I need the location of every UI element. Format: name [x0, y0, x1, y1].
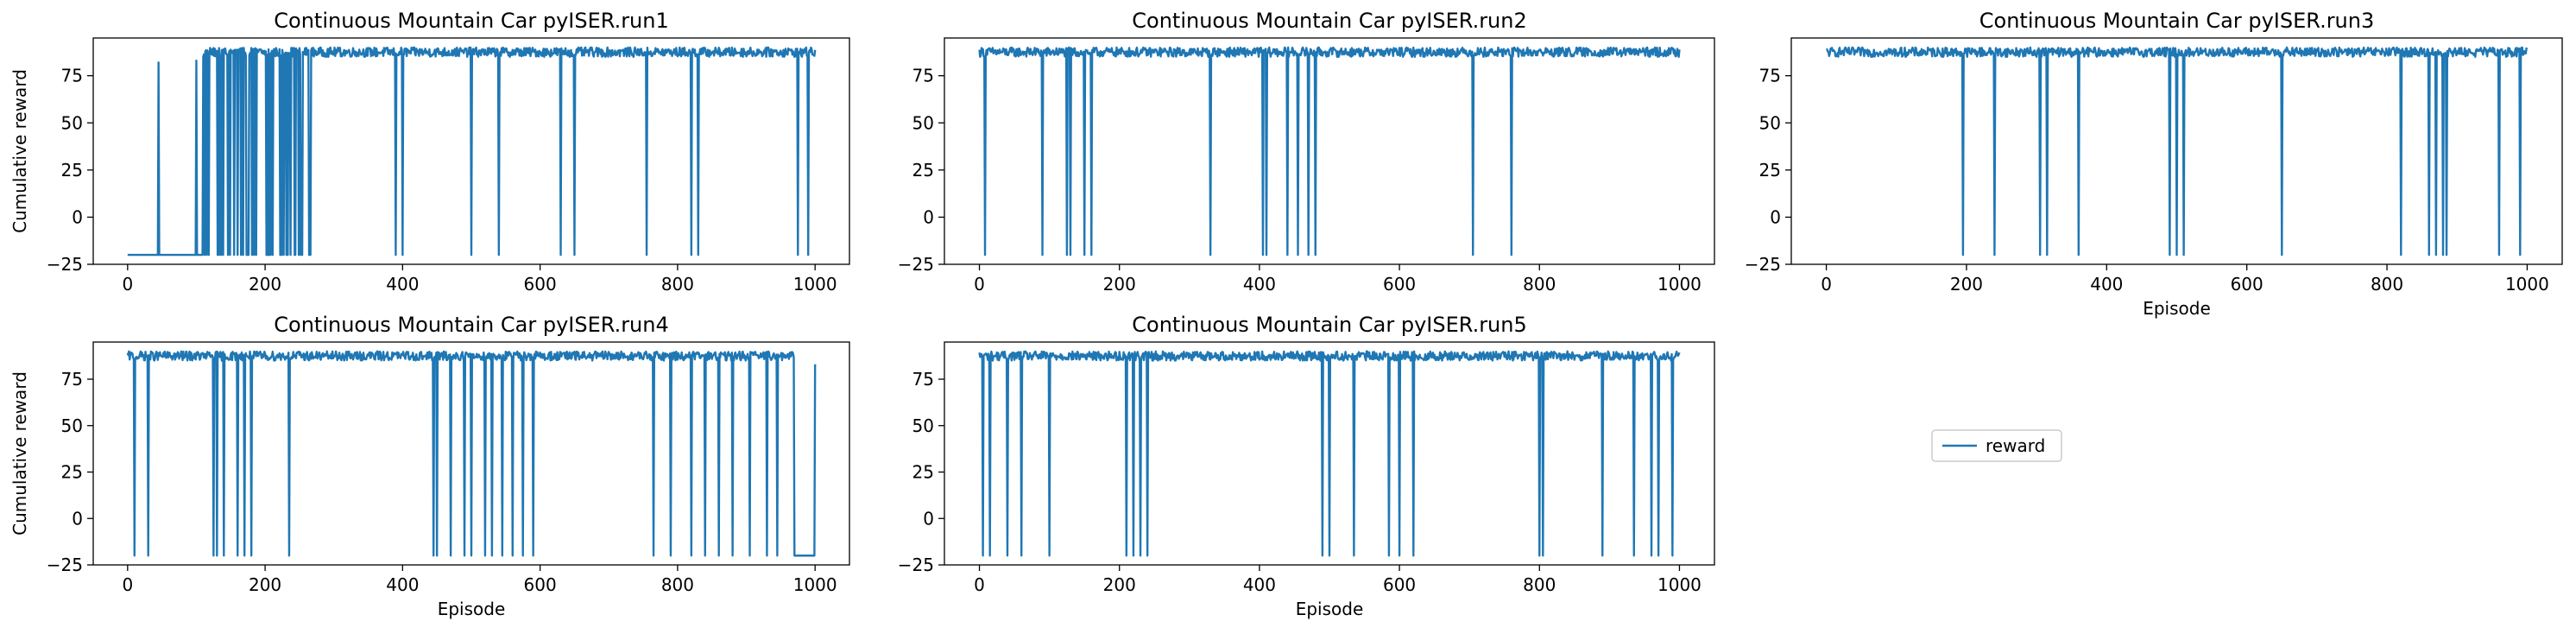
x-tick-label: 800: [661, 574, 694, 595]
x-axis-label: Episode: [1296, 599, 1364, 619]
x-tick-label: 800: [2371, 274, 2403, 295]
x-tick-label: 600: [1383, 274, 1416, 295]
x-tick-label: 1000: [1657, 274, 1702, 295]
x-tick-label: 800: [661, 274, 694, 295]
x-tick-label: 1000: [793, 274, 837, 295]
x-tick-label: 0: [974, 574, 985, 595]
y-tick-label: 0: [72, 206, 83, 227]
y-tick-label: 75: [61, 369, 83, 390]
x-tick-label: 400: [386, 574, 419, 595]
y-tick-label: 50: [61, 415, 83, 436]
legend-label: reward: [1986, 435, 2045, 456]
y-tick-label: −25: [898, 555, 934, 575]
x-tick-label: 600: [524, 274, 557, 295]
axes-frame: [944, 37, 1715, 265]
axes-frame: [92, 341, 850, 566]
reward-series-line: [978, 46, 1681, 257]
x-tick-label: 1000: [1657, 574, 1702, 595]
reward-series-line: [127, 46, 817, 257]
y-tick-label: 0: [923, 508, 934, 529]
y-tick-label: 0: [1770, 206, 1781, 227]
y-tick-label: 0: [923, 206, 934, 227]
legend-box: [1931, 429, 2062, 462]
y-tick-label: 75: [912, 66, 934, 86]
x-tick-label: 200: [1103, 274, 1136, 295]
x-tick-label: 1000: [793, 574, 837, 595]
y-tick-label: 0: [72, 508, 83, 529]
x-tick-label: 600: [1383, 574, 1416, 595]
axes-frame: [92, 37, 850, 265]
legend: reward: [1931, 429, 2062, 462]
y-tick-label: 50: [1759, 112, 1781, 133]
subplot-title: Continuous Mountain Car pyISER.run2: [1132, 9, 1527, 33]
reward-series-line: [1826, 46, 2529, 257]
subplot-title: Continuous Mountain Car pyISER.run4: [274, 313, 669, 337]
y-tick-label: 25: [912, 160, 934, 181]
x-tick-label: 200: [249, 274, 281, 295]
x-tick-label: 400: [2090, 274, 2123, 295]
x-tick-label: 1000: [2505, 274, 2549, 295]
x-tick-label: 400: [386, 274, 419, 295]
y-tick-label: −25: [47, 254, 83, 275]
y-tick-label: 25: [1759, 160, 1781, 181]
axes-frame: [1790, 37, 2563, 265]
y-tick-label: −25: [47, 555, 83, 575]
y-tick-label: 75: [1759, 66, 1781, 86]
y-tick-label: 50: [912, 415, 934, 436]
y-tick-label: −25: [1745, 254, 1781, 275]
x-tick-label: 0: [122, 274, 133, 295]
x-tick-label: 200: [1950, 274, 1983, 295]
subplot-3: Continuous Mountain Car pyISER.run3 0 200 4…: [1745, 9, 2563, 319]
x-tick-label: 600: [2231, 274, 2263, 295]
x-tick-label: 200: [249, 574, 281, 595]
y-tick-label: 25: [61, 462, 83, 483]
x-tick-label: 600: [524, 574, 557, 595]
y-tick-label: 50: [61, 112, 83, 133]
axes-frame: [944, 341, 1715, 566]
y-tick-label: 25: [912, 462, 934, 483]
x-tick-label: 400: [1243, 574, 1276, 595]
x-tick-label: 800: [1523, 274, 1556, 295]
x-tick-label: 200: [1103, 574, 1136, 595]
y-tick-label: 75: [912, 369, 934, 390]
reward-series-line: [978, 350, 1681, 557]
subplot-5: Continuous Mountain Car pyISER.run5 0 200 4…: [898, 313, 1715, 619]
subplot-4: Continuous Mountain Car pyISER.run4 0 200 4…: [9, 313, 850, 619]
y-axis-label: Cumulative reward: [9, 371, 30, 536]
y-tick-label: −25: [898, 254, 934, 275]
x-tick-label: 0: [1821, 274, 1832, 295]
subplot-title: Continuous Mountain Car pyISER.run5: [1132, 313, 1527, 337]
x-axis-label: Episode: [438, 599, 506, 619]
subplot-1: Continuous Mountain Car pyISER.run1 0 200 4…: [9, 9, 850, 295]
x-tick-label: 800: [1523, 574, 1556, 595]
reward-series-line: [126, 350, 817, 557]
x-tick-label: 400: [1243, 274, 1276, 295]
y-tick-label: 50: [912, 112, 934, 133]
x-tick-label: 0: [974, 274, 985, 295]
y-axis-label: Cumulative reward: [9, 69, 30, 233]
x-tick-label: 0: [122, 574, 133, 595]
subplot-title: Continuous Mountain Car pyISER.run3: [1979, 9, 2375, 33]
subplot-2: Continuous Mountain Car pyISER.run2 0 200 4…: [898, 9, 1715, 295]
subplot-title: Continuous Mountain Car pyISER.run1: [274, 9, 669, 33]
y-tick-label: 75: [61, 66, 83, 86]
x-axis-label: Episode: [2143, 298, 2211, 319]
subplot-grid: Continuous Mountain Car pyISER.run1 0 200 4…: [9, 9, 2563, 619]
y-tick-label: 25: [61, 160, 83, 181]
